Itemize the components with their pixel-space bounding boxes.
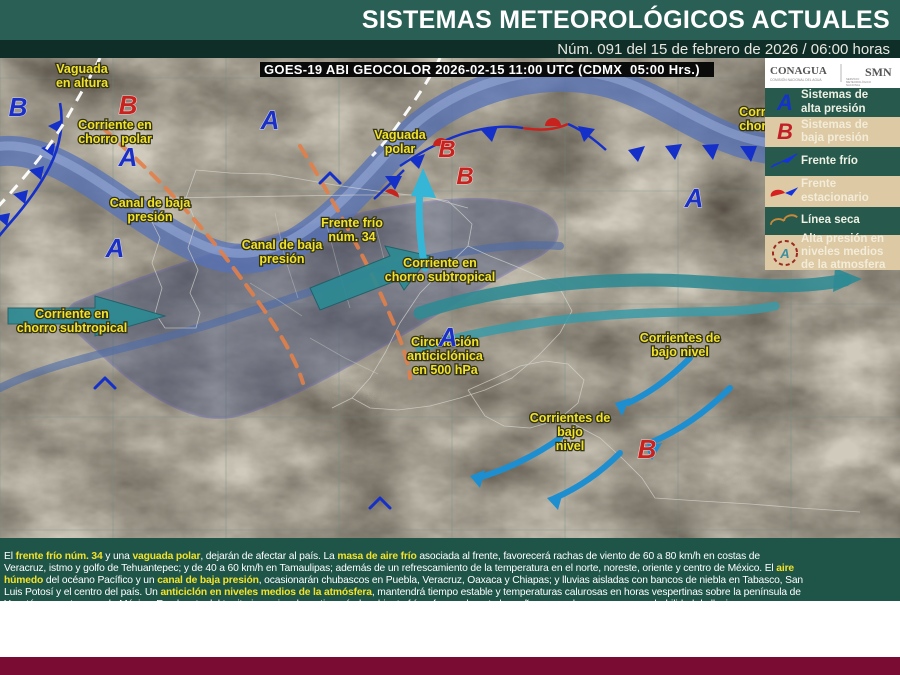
svg-text:núm. 34: núm. 34 (328, 230, 375, 244)
svg-text:bajo nivel: bajo nivel (651, 345, 709, 359)
svg-text:polar: polar (385, 142, 416, 156)
svg-text:A: A (684, 183, 704, 213)
svg-text:B: B (119, 90, 138, 120)
svg-text:en altura: en altura (56, 76, 109, 90)
svg-text:Canal de baja: Canal de baja (242, 238, 324, 252)
svg-text:B: B (638, 434, 657, 464)
svg-text:chorro polar: chorro polar (78, 132, 152, 146)
svg-text:B: B (438, 136, 455, 163)
svg-text:A: A (260, 105, 280, 135)
svg-text:chorro subtropical: chorro subtropical (385, 270, 495, 284)
svg-text:Vaguada: Vaguada (374, 128, 426, 142)
svg-text:Corrientes de: Corrientes de (530, 411, 611, 425)
svg-text:CONAGUA: CONAGUA (770, 65, 827, 77)
svg-text:bajo: bajo (557, 425, 583, 439)
svg-text:presión: presión (127, 210, 172, 224)
svg-text:chorro subtropical: chorro subtropical (17, 321, 127, 335)
svg-text:Vaguada: Vaguada (56, 62, 108, 76)
svg-text:A: A (105, 233, 125, 263)
svg-text:NACIONAL: NACIONAL (846, 83, 861, 87)
svg-text:B: B (9, 92, 28, 122)
svg-text:Corriente en: Corriente en (35, 307, 109, 321)
svg-text:A: A (118, 142, 138, 172)
svg-text:Frente frío: Frente frío (321, 216, 383, 230)
svg-text:Corriente en: Corriente en (403, 256, 477, 270)
svg-text:A: A (779, 246, 789, 261)
svg-text:Corriente en: Corriente en (78, 118, 152, 132)
svg-text:en 500 hPa: en 500 hPa (412, 363, 478, 377)
svg-text:A: A (438, 322, 458, 352)
svg-text:Corrientes de: Corrientes de (640, 331, 721, 345)
svg-text:COMISIÓN NACIONAL DEL AGUA: COMISIÓN NACIONAL DEL AGUA (770, 77, 822, 82)
svg-text:presión: presión (259, 252, 304, 266)
svg-text:nivel: nivel (556, 439, 585, 453)
svg-text:B: B (456, 163, 473, 190)
svg-text:Canal de baja: Canal de baja (110, 196, 192, 210)
svg-text:SMN: SMN (865, 65, 892, 79)
